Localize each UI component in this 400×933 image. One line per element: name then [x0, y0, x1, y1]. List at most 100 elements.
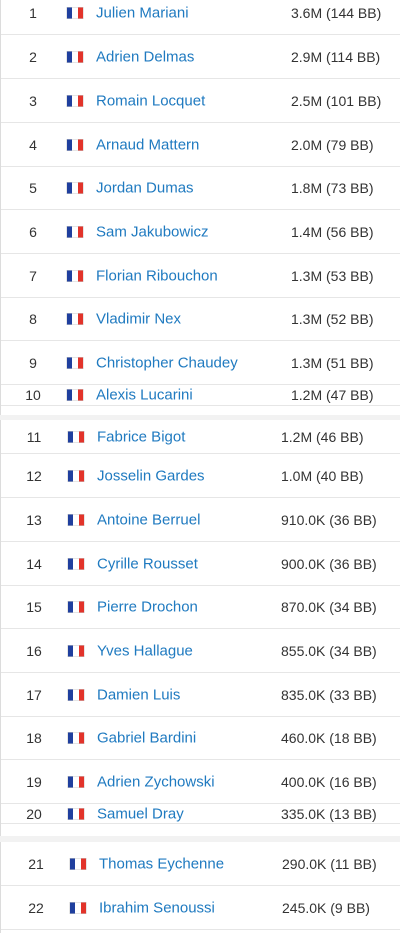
player-name-link[interactable]: Vladimir Nex [96, 310, 182, 327]
rank-number: 18 [26, 729, 42, 746]
table-row[interactable]: 8 Vladimir Nex 1.3M (52 BB) [0, 297, 400, 341]
table-row[interactable]: 12 Josselin Gardes 1.0M (40 BB) [0, 454, 400, 498]
player-name-link[interactable]: Damien Luis [97, 686, 181, 703]
rank-number: 11 [26, 428, 42, 445]
table-row[interactable]: 17 Damien Luis 835.0K (33 BB) [0, 673, 400, 717]
table-row[interactable]: 10 Alexis Lucarini 1.2M (47 BB) [0, 385, 400, 406]
rank-number: 15 [26, 598, 42, 615]
table-row[interactable]: 20 Samuel Dray 335.0K (13 BB) [0, 804, 400, 824]
rank-number: 5 [29, 179, 37, 196]
player-name-link[interactable]: Romain Locquet [96, 92, 206, 109]
rank-number: 9 [29, 354, 37, 371]
chip-stack: 1.2M (47 BB) [291, 387, 374, 403]
rank-number: 10 [25, 387, 41, 403]
player-name-link[interactable]: Christopher Chaudey [96, 354, 238, 371]
player-name-link[interactable]: Josselin Gardes [97, 467, 205, 484]
player-name-link[interactable]: Samuel Dray [97, 805, 184, 822]
france-flag-icon [67, 51, 83, 62]
table-row[interactable]: 11 Fabrice Bigot 1.2M (46 BB) [0, 420, 400, 454]
player-name-link[interactable]: Ibrahim Senoussi [99, 899, 215, 916]
france-flag-icon [67, 7, 83, 18]
chip-stack: 3.6M (144 BB) [291, 4, 382, 21]
player-name-link[interactable]: Sam Jakubowicz [96, 223, 209, 240]
chip-stack: 460.0K (18 BB) [281, 729, 377, 746]
table-row[interactable]: 16 Yves Hallague 855.0K (34 BB) [0, 629, 400, 673]
player-name-link[interactable]: Florian Ribouchon [96, 267, 218, 284]
player-name-link[interactable]: Antoine Berruel [97, 511, 201, 528]
france-flag-icon [67, 95, 83, 106]
rank-number: 13 [26, 511, 42, 528]
chip-stack: 900.0K (36 BB) [281, 555, 377, 572]
table-row[interactable]: 19 Adrien Zychowski 400.0K (16 BB) [0, 760, 400, 804]
rank-number: 4 [29, 136, 37, 153]
player-name-link[interactable]: Jordan Dumas [96, 179, 194, 196]
france-flag-icon [67, 270, 83, 281]
france-flag-icon [68, 601, 84, 612]
table-row[interactable]: 1 Julien Mariani 3.6M (144 BB) [0, 0, 400, 35]
table-row[interactable]: 15 Pierre Drochon 870.0K (34 BB) [0, 585, 400, 629]
player-name-link[interactable]: Alexis Lucarini [96, 386, 193, 404]
left-border [0, 420, 1, 836]
player-name-link[interactable]: Thomas Eychenne [99, 855, 225, 872]
player-name-link[interactable]: Yves Hallague [97, 642, 193, 659]
table-row[interactable]: 5 Jordan Dumas 1.8M (73 BB) [0, 166, 400, 210]
france-flag-icon [67, 182, 83, 193]
left-border [0, 0, 1, 415]
rank-number: 20 [26, 805, 42, 822]
table-row[interactable]: 18 Gabriel Bardini 460.0K (18 BB) [0, 716, 400, 760]
chip-stack: 1.4M (56 BB) [291, 223, 374, 240]
table-row[interactable]: 4 Arnaud Mattern 2.0M (79 BB) [0, 123, 400, 167]
table-row[interactable]: 2 Adrien Delmas 2.9M (114 BB) [0, 35, 400, 79]
france-flag-icon [68, 732, 84, 743]
rank-number: 3 [29, 92, 37, 109]
chip-stack: 290.0K (11 BB) [282, 855, 377, 872]
rank-number: 8 [29, 310, 37, 327]
france-flag-icon [70, 858, 86, 869]
table-row[interactable]: 7 Florian Ribouchon 1.3M (53 BB) [0, 254, 400, 298]
player-name-link[interactable]: Cyrille Rousset [97, 555, 198, 572]
table-row[interactable]: 21 Thomas Eychenne 290.0K (11 BB) [0, 842, 400, 886]
rank-number: 17 [26, 686, 42, 703]
table-row[interactable]: 22 Ibrahim Senoussi 245.0K (9 BB) [0, 886, 400, 930]
player-name-link[interactable]: Pierre Drochon [97, 598, 198, 615]
section-separator [0, 415, 400, 420]
france-flag-icon [68, 558, 84, 569]
rank-number: 6 [29, 223, 37, 240]
chip-stack: 1.3M (53 BB) [291, 267, 374, 284]
table-row[interactable]: 14 Cyrille Rousset 900.0K (36 BB) [0, 542, 400, 586]
france-flag-icon [67, 357, 83, 368]
france-flag-icon [68, 431, 84, 442]
player-name-link[interactable]: Julien Mariani [96, 4, 189, 21]
table-row[interactable]: 3 Romain Locquet 2.5M (101 BB) [0, 79, 400, 123]
chip-stack: 400.0K (16 BB) [281, 773, 377, 790]
france-flag-icon [68, 808, 84, 819]
chip-stack: 2.0M (79 BB) [291, 136, 374, 153]
player-name-link[interactable]: Adrien Delmas [96, 48, 195, 65]
table-row[interactable]: 9 Christopher Chaudey 1.3M (51 BB) [0, 341, 400, 385]
chip-stack: 335.0K (13 BB) [281, 805, 377, 822]
rank-number: 12 [26, 467, 42, 484]
rank-number: 16 [26, 642, 42, 659]
rank-number: 14 [26, 555, 42, 572]
chip-stack: 855.0K (34 BB) [281, 642, 377, 659]
rank-number: 19 [26, 773, 42, 790]
player-name-link[interactable]: Fabrice Bigot [97, 428, 186, 445]
rank-number: 21 [28, 855, 44, 872]
france-flag-icon [67, 226, 83, 237]
chip-stack: 1.2M (46 BB) [281, 428, 364, 445]
section-separator [0, 836, 400, 842]
chip-stack: 910.0K (36 BB) [281, 511, 377, 528]
france-flag-icon [68, 776, 84, 787]
france-flag-icon [67, 389, 83, 401]
chip-stack: 1.0M (40 BB) [281, 467, 364, 484]
player-name-link[interactable]: Arnaud Mattern [96, 136, 200, 153]
chip-stack: 835.0K (33 BB) [281, 686, 377, 703]
chip-stack: 2.5M (101 BB) [291, 92, 382, 109]
table-row[interactable]: 13 Antoine Berruel 910.0K (36 BB) [0, 498, 400, 542]
player-name-link[interactable]: Adrien Zychowski [97, 773, 215, 790]
rank-number: 1 [29, 4, 37, 21]
table-row[interactable]: 6 Sam Jakubowicz 1.4M (56 BB) [0, 210, 400, 254]
france-flag-icon [68, 689, 84, 700]
player-name-link[interactable]: Gabriel Bardini [97, 729, 197, 746]
chip-stack: 1.8M (73 BB) [291, 179, 374, 196]
